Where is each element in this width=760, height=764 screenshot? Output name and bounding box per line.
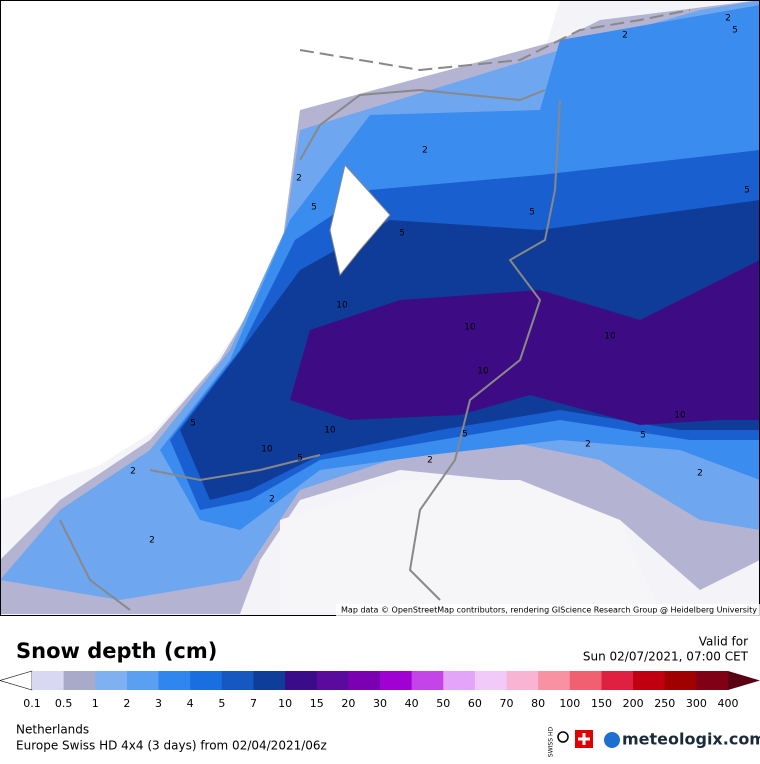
islands [299, 9, 691, 72]
colorbar-label: 4 [187, 697, 194, 710]
colorbar-segment [474, 671, 508, 690]
colorbar-arrow-low [0, 670, 33, 691]
attribution-box [336, 604, 760, 616]
legend-title: Snow depth (cm) [16, 639, 217, 663]
colorbar-arrow-high [728, 671, 760, 690]
contour-label: 5 [311, 203, 317, 213]
valid-label: Valid for [699, 635, 748, 649]
contour-label: 5 [297, 454, 303, 464]
colorbar-segment [411, 671, 444, 690]
contour-label: 2 [725, 14, 731, 24]
contour-label: 5 [190, 419, 196, 429]
attribution: Map data © OpenStreetMap contributors, r… [341, 606, 757, 615]
contour-label: 2 [269, 495, 275, 505]
border [59, 519, 131, 611]
swiss-cross [578, 733, 590, 745]
colorbar-segment [696, 671, 729, 690]
colorbar-label: 70 [500, 697, 514, 710]
contour-label: 2 [130, 467, 136, 477]
colorbar-segment [158, 671, 191, 690]
contour-label: 2 [585, 440, 591, 450]
contour-label: 10 [261, 445, 273, 455]
contour-label: 5 [744, 186, 750, 196]
colorbar-label: 150 [591, 697, 612, 710]
colorbar-label: 15 [310, 697, 324, 710]
colorbar-segment [32, 671, 65, 690]
colorbar-segment [569, 671, 602, 690]
contour-label: 5 [732, 26, 738, 36]
colorbar-segment [380, 671, 413, 690]
colorbar-label: 100 [559, 697, 580, 710]
search-icon [557, 731, 569, 743]
colorbar-label: 0.1 [23, 697, 41, 710]
contour-label: 10 [324, 426, 336, 436]
colorbar-label: 3 [155, 697, 162, 710]
contour-label: 2 [697, 469, 703, 479]
colorbar-label: 60 [468, 697, 482, 710]
coastline [299, 88, 546, 161]
contour-label: 10 [477, 367, 489, 377]
colorbar-segment [601, 671, 634, 690]
brand-icon [604, 732, 620, 748]
colorbar-segment [538, 671, 571, 690]
border [149, 454, 321, 482]
borders [59, 9, 691, 611]
lake [329, 163, 391, 277]
footer: Netherlands Europe Swiss HD 4x4 (3 days)… [16, 723, 760, 758]
contour-label: 2 [296, 174, 302, 184]
colorbar-segment [63, 671, 96, 690]
contour-label: 10 [604, 332, 616, 342]
colorbar-segment [126, 671, 160, 690]
snow-free-zone [280, 480, 660, 612]
colorbar-label: 1 [92, 697, 99, 710]
colorbar-segment [348, 671, 381, 690]
contour-label: 5 [529, 208, 535, 218]
contour-label: 2 [427, 456, 433, 466]
colorbar-segment [285, 671, 318, 690]
colorbar-label: 200 [623, 697, 644, 710]
contour-label: 2 [622, 31, 628, 41]
contour-label: 10 [464, 323, 476, 333]
colorbar-label: 7 [250, 697, 257, 710]
colorbar-label: 30 [373, 697, 387, 710]
colorbar-label: 2 [123, 697, 130, 710]
legend: Snow depth (cm) Valid for Sun 02/07/2021… [0, 635, 760, 710]
colorbar-label: 80 [531, 697, 545, 710]
colorbar-label: 5 [218, 697, 225, 710]
colorbar-segment [664, 671, 697, 690]
contour-label: 5 [640, 431, 646, 441]
colorbar-label: 20 [341, 697, 355, 710]
region: Netherlands [16, 723, 89, 737]
colorbar-segment [443, 671, 476, 690]
logo-badge: SWISS HD [548, 727, 555, 758]
colorbar-segment [221, 671, 254, 690]
colorbar-segment [633, 671, 666, 690]
contour-label: 2 [149, 536, 155, 546]
colorbar-segment [253, 671, 286, 690]
colorbar-label: 0.5 [55, 697, 73, 710]
border [408, 99, 561, 601]
colorbar-segment [506, 671, 539, 690]
valid-time: Sun 02/07/2021, 07:00 CET [583, 650, 749, 664]
colorbar-segment [316, 671, 349, 690]
contour-label: 10 [674, 411, 686, 421]
colorbar-label: 250 [654, 697, 675, 710]
brand: meteologix.com [622, 730, 760, 749]
map: Map data © OpenStreetMap contributors, r… [0, 0, 760, 616]
colorbar-label: 400 [718, 697, 739, 710]
contour-label: 10 [336, 301, 348, 311]
contour-label: 2 [422, 146, 428, 156]
colorbar-label: 10 [278, 697, 292, 710]
colorbar-label: 50 [436, 697, 450, 710]
colorbar-label: 40 [405, 697, 419, 710]
colorbar-segment [190, 671, 223, 690]
colorbar-segment [95, 671, 128, 690]
colorbar-label: 300 [686, 697, 707, 710]
contour-label: 5 [462, 430, 468, 440]
model-run: Europe Swiss HD 4x4 (3 days) from 02/04/… [16, 739, 327, 753]
contour-label: 5 [399, 229, 405, 239]
